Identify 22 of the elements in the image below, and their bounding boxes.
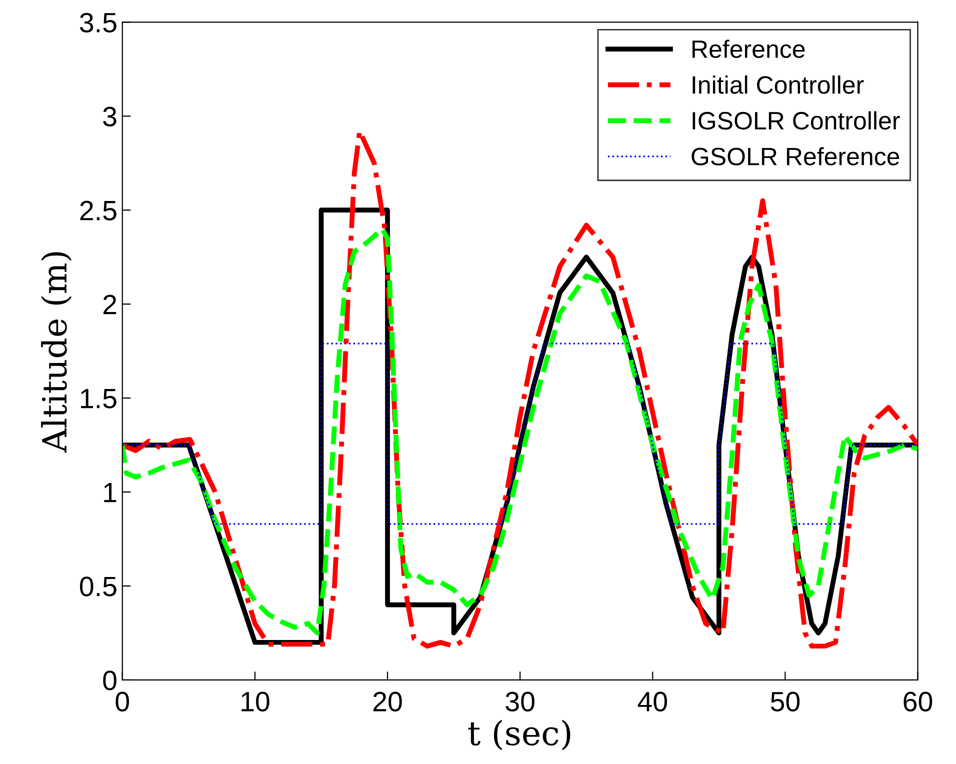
- legend-label: Reference: [692, 40, 805, 58]
- x-tick-label: 40: [638, 692, 667, 712]
- x-tick-label: 30: [506, 692, 534, 712]
- y-tick-label: 1.5: [81, 389, 116, 408]
- x-tick-label: 60: [904, 692, 932, 712]
- x-axis-title: t (sec): [468, 720, 570, 750]
- y-tick-label: 0.5: [80, 576, 116, 596]
- x-tick-label: 0: [116, 692, 130, 712]
- y-tick-label: 2.5: [80, 200, 116, 220]
- y-tick-label: 1: [104, 482, 116, 502]
- y-tick-label: 3.5: [80, 12, 116, 32]
- legend-label: IGSOLR Controller: [692, 111, 900, 130]
- y-axis-title: Altitude (m): [41, 252, 72, 453]
- y-tick-label: 2: [103, 294, 116, 314]
- x-tick-label: 50: [770, 692, 800, 712]
- x-tick-label: 10: [242, 692, 270, 712]
- line-series: [122, 342, 918, 525]
- y-tick-label: 3: [103, 106, 116, 126]
- y-tick-label: 0: [103, 670, 116, 690]
- x-tick-label: 20: [373, 692, 402, 712]
- legend-label: GSOLR Reference: [692, 147, 900, 166]
- legend-label: Initial Controller: [692, 75, 864, 94]
